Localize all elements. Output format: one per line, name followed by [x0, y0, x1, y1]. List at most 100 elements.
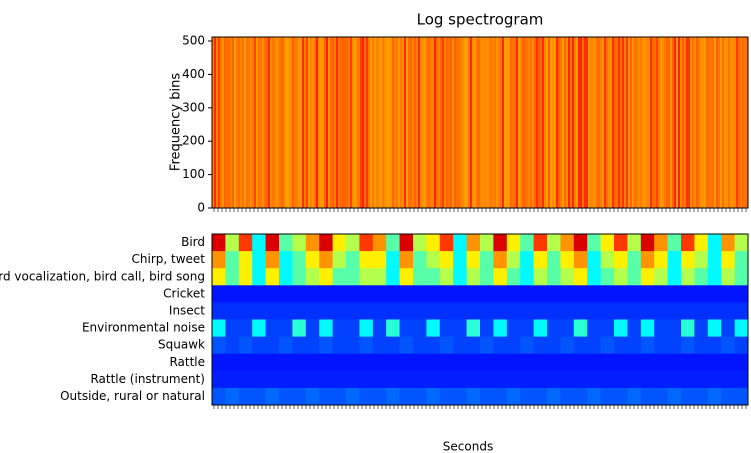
spectrogram-texture	[272, 37, 274, 208]
heatmap-cell	[265, 370, 280, 389]
spectrogram-texture	[482, 37, 484, 208]
spectrogram-texture	[374, 37, 376, 208]
spectrogram-texture	[676, 37, 678, 208]
heatmap-cell	[332, 370, 347, 389]
heatmap-cell	[359, 285, 374, 303]
spectrogram-texture	[508, 37, 510, 208]
heatmap-cell	[252, 387, 267, 406]
heatmap-cell	[225, 234, 240, 252]
heatmap-cell	[506, 387, 521, 406]
spectrogram-texture	[642, 37, 644, 208]
heatmap-cell	[319, 285, 334, 303]
spectrogram-texture	[448, 37, 450, 208]
heatmap-cell	[399, 336, 414, 355]
heatmap-cell	[600, 251, 615, 269]
spectrogram-texture	[394, 37, 396, 208]
heatmap-cell	[265, 268, 280, 286]
spectrogram-texture	[600, 37, 602, 208]
heatmap-cell	[627, 387, 642, 406]
spectrogram-texture	[278, 37, 280, 208]
spectrogram-texture	[260, 37, 262, 208]
spectrogram-texture	[488, 37, 490, 208]
heatmap-cell	[533, 234, 548, 252]
heatmap-cell	[279, 285, 293, 303]
heatmap-cell	[332, 336, 347, 355]
chart-title: Log spectrogram	[417, 11, 544, 29]
heatmap-cell	[587, 251, 602, 269]
heatmap-cell	[305, 268, 320, 286]
heatmap-cell	[319, 387, 334, 406]
heatmap-cell	[480, 336, 494, 355]
heatmap-cell	[654, 353, 669, 372]
spectrogram-texture	[540, 37, 542, 208]
spectrogram-texture	[220, 37, 222, 208]
row-label: Squawk	[158, 338, 205, 352]
heatmap-cell	[573, 319, 588, 338]
heatmap-cell	[480, 234, 494, 252]
heatmap-cell	[707, 319, 722, 338]
y-tick-label: 400	[182, 67, 205, 81]
spectrogram-texture	[658, 37, 660, 208]
spectrogram-texture	[620, 37, 622, 208]
heatmap-cell	[506, 302, 521, 320]
heatmap-cell	[225, 387, 240, 406]
heatmap-cell	[681, 268, 695, 286]
heatmap-cell	[265, 319, 280, 338]
spectrogram-texture	[442, 37, 444, 208]
spectrogram-texture	[698, 37, 700, 208]
spectrogram-texture	[502, 37, 504, 208]
heatmap-cell	[265, 387, 280, 406]
heatmap-cell	[573, 302, 588, 320]
spectrogram-texture	[652, 37, 654, 208]
heatmap-cell	[721, 302, 736, 320]
spectrogram-texture	[650, 37, 652, 208]
spectrogram-texture	[654, 37, 656, 208]
heatmap-cell	[279, 268, 293, 286]
spectrogram-texture	[354, 37, 356, 208]
spectrogram-texture	[306, 37, 308, 208]
spectrogram-texture	[368, 37, 370, 208]
heatmap-cell	[252, 353, 267, 372]
y-tick-label: 100	[182, 167, 205, 181]
row-label: Chirp, tweet	[132, 252, 206, 266]
spectrogram-texture	[518, 37, 520, 208]
spectrogram-texture	[246, 37, 248, 208]
spectrogram-texture	[366, 37, 368, 208]
y-tick-label: 0	[197, 201, 205, 215]
spectrogram-texture	[292, 37, 294, 208]
heatmap-cell	[614, 336, 628, 355]
spectrogram-texture	[554, 37, 556, 208]
heatmap-cell	[346, 319, 360, 338]
heatmap-cell	[386, 251, 401, 269]
heatmap-cell	[654, 370, 669, 389]
spectrogram-texture	[586, 37, 588, 208]
spectrogram-texture	[604, 37, 606, 208]
heatmap-cell	[560, 370, 575, 389]
heatmap-cell	[466, 302, 481, 320]
spectrogram-texture	[256, 37, 258, 208]
spectrogram-texture	[542, 37, 544, 208]
spectrogram-texture	[712, 37, 714, 208]
spectrogram-texture	[668, 37, 670, 208]
spectrogram-texture	[440, 37, 442, 208]
heatmap-cell	[600, 336, 615, 355]
spectrogram-texture	[240, 37, 242, 208]
heatmap-cell	[520, 302, 535, 320]
spectrogram-texture	[224, 37, 226, 208]
spectrogram-texture	[364, 37, 366, 208]
spectrogram-texture	[514, 37, 516, 208]
heatmap-cell	[493, 285, 508, 303]
heatmap-cell	[721, 268, 736, 286]
plot-frame	[211, 36, 749, 209]
spectrogram-texture	[662, 37, 664, 208]
heatmap-cell	[707, 370, 722, 389]
heatmap-cell	[265, 353, 280, 372]
x-axis-label: Seconds	[443, 440, 493, 453]
heatmap-cell	[439, 285, 454, 303]
heatmap-cell	[547, 353, 561, 372]
spectrogram-texture	[696, 37, 698, 208]
heatmap-cell	[721, 353, 736, 372]
heatmap-cell	[319, 302, 334, 320]
spectrogram-texture	[732, 37, 734, 208]
heatmap-cell	[372, 268, 387, 286]
